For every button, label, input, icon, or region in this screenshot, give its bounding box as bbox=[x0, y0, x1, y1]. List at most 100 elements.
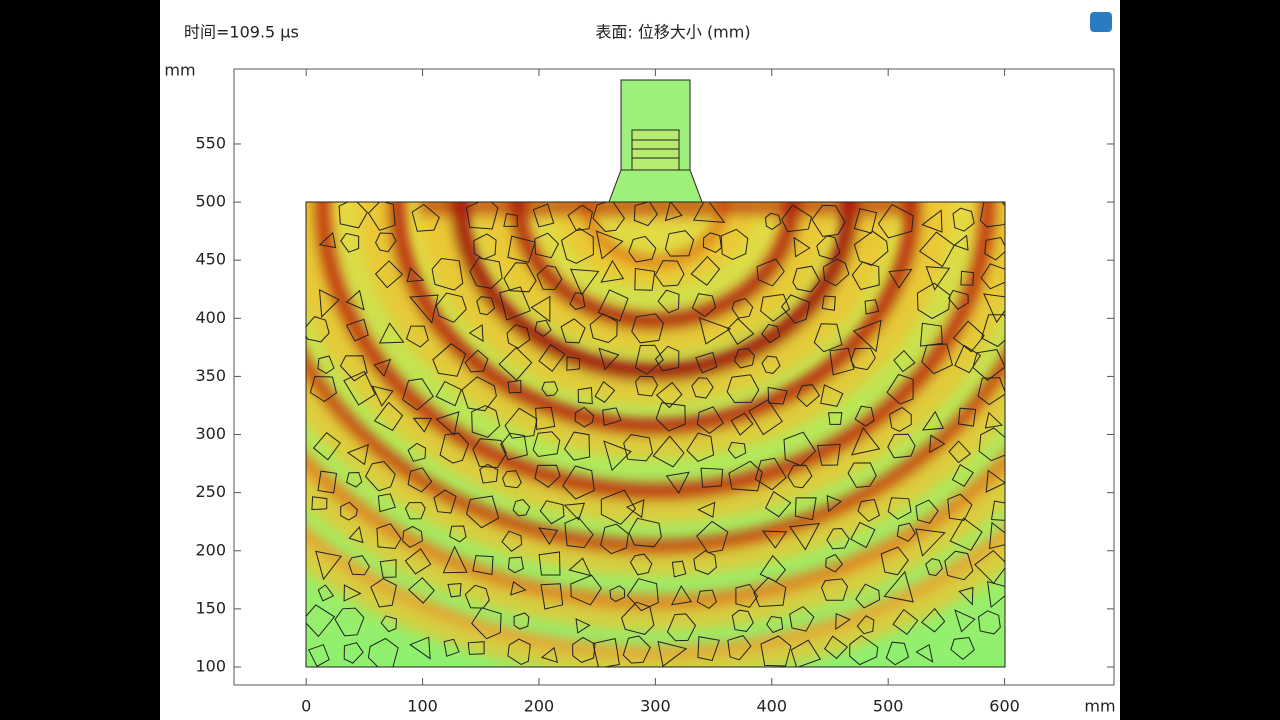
aggregate bbox=[753, 576, 787, 608]
aggregate bbox=[666, 613, 697, 642]
chart-title: 表面: 位移大小 (mm) bbox=[595, 23, 750, 42]
y-tick-label: 550 bbox=[195, 133, 226, 152]
aggregate bbox=[594, 380, 616, 403]
aggregate bbox=[563, 502, 586, 521]
aggregate bbox=[592, 202, 626, 233]
y-tick-label: 450 bbox=[195, 250, 226, 269]
aggregate bbox=[465, 495, 500, 529]
aggregate bbox=[506, 324, 531, 349]
aggregate bbox=[374, 260, 404, 289]
x-tick-label: 100 bbox=[407, 697, 438, 716]
y-tick-label: 400 bbox=[195, 308, 226, 327]
aggregate bbox=[377, 493, 396, 513]
aggregate bbox=[953, 234, 969, 251]
aggregate bbox=[570, 574, 602, 606]
aggregate bbox=[855, 583, 881, 609]
aggregate bbox=[700, 467, 724, 488]
aggregate bbox=[317, 355, 335, 374]
aggregate bbox=[730, 412, 754, 436]
aggregate bbox=[948, 440, 972, 464]
aggregate bbox=[472, 555, 494, 576]
aggregate bbox=[602, 407, 622, 427]
x-tick-label: 500 bbox=[873, 697, 904, 716]
aggregate bbox=[821, 295, 836, 311]
aggregate bbox=[857, 498, 880, 522]
aggregate bbox=[850, 521, 876, 549]
aggregate bbox=[657, 640, 688, 667]
aggregate bbox=[622, 635, 651, 664]
aggregate bbox=[378, 322, 405, 344]
aggregate bbox=[379, 559, 397, 579]
aggregate bbox=[835, 612, 851, 631]
aggregate bbox=[949, 517, 983, 551]
aggregate bbox=[609, 585, 626, 603]
aggregate bbox=[748, 399, 783, 436]
aggregate bbox=[600, 259, 625, 283]
wavefront bbox=[306, 451, 1005, 609]
aggregate bbox=[504, 407, 538, 439]
aggregate bbox=[883, 570, 914, 603]
wavefront bbox=[581, 202, 729, 267]
aggregate bbox=[990, 500, 1005, 521]
aggregate bbox=[880, 546, 909, 576]
aggregate bbox=[373, 358, 392, 378]
time-label: 时间=109.5 µs bbox=[184, 23, 299, 42]
aggregate bbox=[367, 202, 396, 231]
aggregate bbox=[598, 347, 620, 371]
aggregate bbox=[692, 202, 726, 223]
aggregate bbox=[664, 230, 695, 257]
aggregate bbox=[575, 618, 591, 634]
aggregate bbox=[977, 610, 1001, 635]
aggregate bbox=[756, 258, 785, 287]
aggregate bbox=[767, 386, 788, 405]
wavefront bbox=[306, 525, 1005, 658]
aggregate bbox=[915, 499, 939, 524]
aggregate bbox=[960, 270, 975, 286]
aggregate bbox=[538, 551, 561, 576]
aggregate bbox=[367, 637, 399, 667]
aggregate bbox=[560, 227, 594, 264]
aggregate bbox=[538, 344, 566, 373]
aggregate bbox=[733, 347, 755, 369]
x-tick-label: 600 bbox=[989, 697, 1020, 716]
aggregate bbox=[402, 525, 423, 549]
aggregate bbox=[952, 207, 975, 232]
aggregate bbox=[760, 635, 792, 667]
aggregate bbox=[864, 299, 880, 315]
aggregate bbox=[796, 384, 821, 408]
aggregate bbox=[654, 345, 680, 372]
aggregate bbox=[469, 257, 503, 289]
aggregate bbox=[664, 202, 683, 222]
aggregate bbox=[507, 235, 536, 263]
aggregate bbox=[885, 641, 910, 666]
x-tick-label: 200 bbox=[524, 697, 555, 716]
aggregate bbox=[686, 432, 715, 462]
aggregate bbox=[952, 320, 985, 353]
aggregate bbox=[513, 612, 530, 630]
aggregate bbox=[629, 553, 653, 576]
aggregate bbox=[816, 443, 841, 466]
aggregate bbox=[540, 583, 564, 610]
aggregate bbox=[380, 615, 398, 633]
aggregate bbox=[957, 407, 977, 427]
aggregate bbox=[915, 528, 946, 557]
aggregate bbox=[597, 289, 629, 322]
aggregate bbox=[628, 235, 657, 263]
aggregate bbox=[915, 644, 934, 663]
y-tick-label: 100 bbox=[195, 656, 226, 675]
aggregate bbox=[498, 346, 533, 381]
y-axis-label: mm bbox=[164, 61, 195, 80]
aggregate bbox=[503, 262, 537, 293]
aggregate bbox=[532, 203, 555, 228]
aggregate bbox=[465, 202, 499, 230]
aggregate bbox=[634, 375, 659, 397]
aggregate bbox=[665, 471, 690, 494]
aggregate bbox=[892, 608, 919, 635]
aggregate bbox=[760, 293, 791, 322]
aggregate bbox=[479, 463, 499, 484]
x-tick-label: 300 bbox=[640, 697, 671, 716]
aggregate bbox=[921, 209, 943, 233]
aggregate bbox=[980, 263, 1005, 290]
aggregate bbox=[787, 464, 813, 489]
